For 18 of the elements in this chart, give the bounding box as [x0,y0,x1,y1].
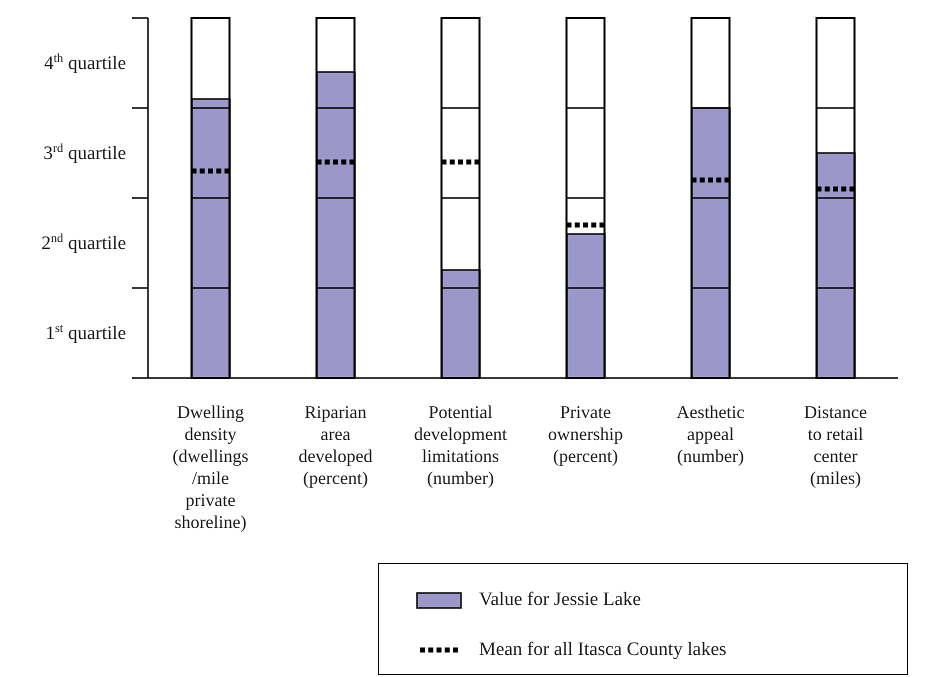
legend-label: Mean for all Itasca County lakes [479,639,726,661]
y-tick-label: 4$^{th}$ quartile [44,51,126,74]
x-tick-label: Riparian area developed (percent) [298,402,372,488]
point [458,160,463,164]
legend-label: Value for Jessie Lake [479,589,641,611]
y-tick-label: 2$^{nd}$ quartile [41,231,126,254]
x-tick-label: Dwelling density (dwellings /mile private shoreline) [172,402,248,532]
point [708,178,713,182]
point [833,186,838,192]
x-tick-label: Private ownership (percent) [548,402,623,466]
x-tick-label: Distance to retail center (miles) [804,402,867,488]
x-tick-label: Aesthetic appeal (number) [676,402,744,466]
x-tick-label: Potential development limitations (number) [414,402,507,488]
point [333,160,338,164]
y-tick-label: 3$^{rd}$ quartile [43,141,126,164]
point [583,222,588,228]
y-tick-label: 1$^{st}$ quartile [45,321,126,344]
point [208,168,213,174]
